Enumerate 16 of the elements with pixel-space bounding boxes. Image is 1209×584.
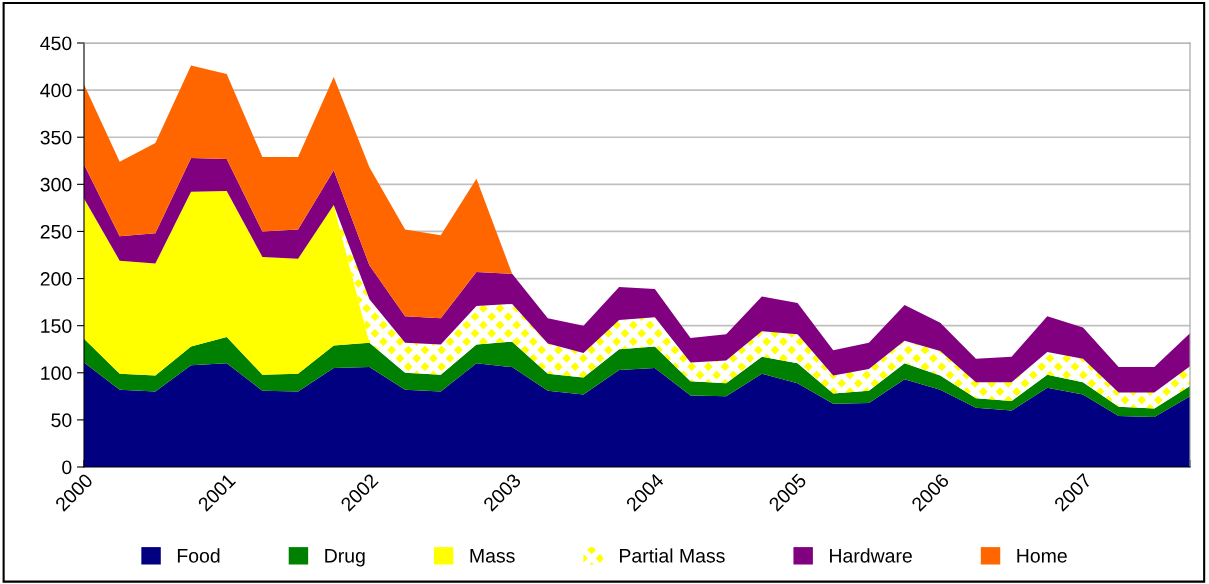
legend-label: Partial Mass — [620, 548, 725, 563]
y-tick-label: 150 — [41, 319, 72, 333]
y-tick-label: 300 — [40, 177, 72, 192]
y-tick-label: 250 — [40, 224, 72, 239]
legend-label: Drug — [325, 549, 365, 567]
y-tick-label: 100 — [41, 366, 72, 381]
y-tick-label: 50 — [51, 413, 72, 428]
y-tick-label: 400 — [40, 83, 72, 98]
legend-label: Home — [1017, 549, 1067, 563]
y-tick-label: 0 — [62, 460, 72, 475]
legend-label: Hardware — [830, 548, 912, 563]
y-tick-label: 450 — [40, 36, 72, 51]
legend-label: Food — [177, 548, 220, 563]
y-tick-label: 200 — [40, 272, 72, 286]
legend-label: Mass — [470, 549, 515, 563]
y-tick-label: 350 — [40, 130, 72, 145]
